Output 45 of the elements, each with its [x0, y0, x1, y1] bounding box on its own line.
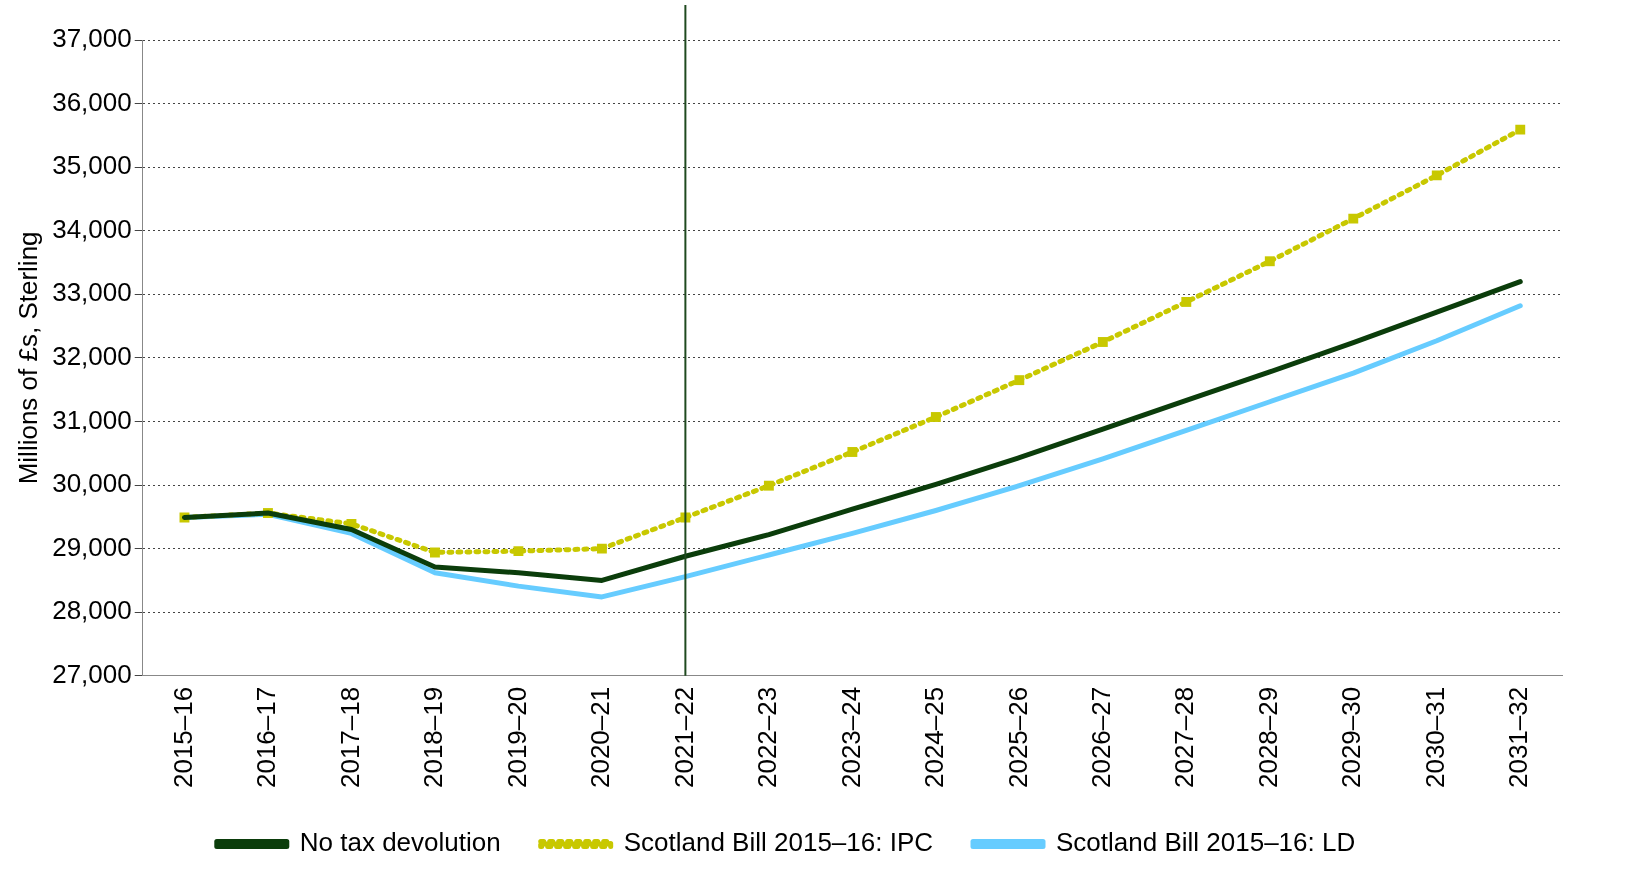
point — [1431, 170, 1442, 181]
y-tick-label: 34,000 — [52, 213, 132, 244]
point — [1264, 256, 1275, 267]
x-tick-label: 2024–25 — [919, 686, 950, 789]
x-tick-label: 2017–18 — [334, 686, 365, 789]
point — [1014, 375, 1025, 386]
legend-label: Scotland Bill 2015–16: IPC — [623, 827, 934, 858]
point — [763, 480, 774, 491]
y-tick-label: 32,000 — [52, 341, 132, 372]
y-axis-title: Millions of £s, Sterling — [12, 231, 43, 485]
y-tick-label: 33,000 — [52, 277, 132, 308]
x-tick-label: 2026–27 — [1085, 686, 1116, 789]
point — [513, 546, 524, 557]
x-tick-label: 2027–28 — [1169, 686, 1200, 789]
x-tick-label: 2029–30 — [1336, 686, 1367, 789]
x-tick-label: 2022–23 — [752, 686, 783, 789]
y-tick-label: 36,000 — [52, 86, 132, 117]
x-tick-label: 2031–32 — [1503, 686, 1534, 789]
y-tick-label: 31,000 — [52, 404, 132, 435]
legend-label: No tax devolution — [299, 827, 501, 858]
x-tick-label: 2015–16 — [167, 686, 198, 789]
y-tick-label: 37,000 — [52, 23, 132, 54]
point — [1097, 337, 1108, 347]
x-tick-label: 2025–26 — [1002, 686, 1033, 789]
point — [596, 543, 607, 554]
x-tick-label: 2016–17 — [251, 686, 282, 789]
x-tick-label: 2023–24 — [835, 686, 866, 789]
y-tick-label: 30,000 — [52, 468, 132, 499]
y-tick-label: 35,000 — [52, 150, 132, 181]
x-tick-label: 2020–21 — [585, 686, 616, 789]
x-tick-label: 2019–20 — [501, 686, 532, 789]
y-tick-label: 28,000 — [52, 595, 132, 626]
x-tick-label: 2028–29 — [1252, 686, 1283, 789]
x-tick-label: 2021–22 — [668, 686, 699, 789]
point — [429, 547, 440, 558]
y-tick-label: 27,000 — [52, 658, 132, 689]
point — [1515, 124, 1526, 135]
point — [1348, 213, 1359, 224]
point — [847, 447, 858, 457]
x-tick-label: 2018–19 — [418, 686, 449, 789]
x-tick-label: 2030–31 — [1419, 686, 1450, 789]
point — [1181, 296, 1192, 307]
y-tick-label: 29,000 — [52, 531, 132, 562]
legend-label: Scotland Bill 2015–16: LD — [1056, 827, 1356, 858]
point — [930, 412, 941, 422]
